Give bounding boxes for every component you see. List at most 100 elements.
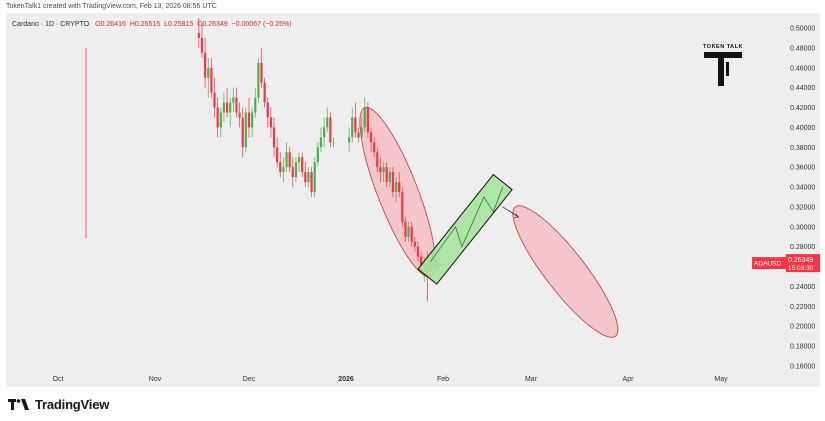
x-tick-label: May: [714, 376, 728, 383]
candle-body: [369, 132, 373, 143]
y-tick-label: 0.36000: [790, 165, 815, 172]
candle-body: [204, 52, 207, 78]
token-talk-logo: TOKEN TALK: [700, 44, 746, 93]
candle-body: [322, 127, 326, 138]
y-tick-label: 0.16000: [790, 364, 815, 371]
y-tick-label: 0.18000: [790, 344, 815, 351]
candle-body: [260, 62, 263, 83]
candle-body: [326, 117, 329, 128]
close-value: C0.26349: [197, 21, 228, 28]
symbol-legend[interactable]: Cardano · 1D · CRYPTO O0.26416 H0.26515 …: [12, 21, 294, 28]
candle-body: [276, 147, 279, 163]
candle-body: [197, 32, 200, 38]
tradingview-brand: TradingView: [35, 397, 110, 412]
candle-body: [348, 137, 351, 143]
candle-body: [401, 192, 404, 222]
candle-body: [222, 102, 226, 113]
candle-body: [413, 241, 416, 247]
candle-body: [294, 162, 298, 178]
candle-body: [257, 62, 260, 98]
candle-body: [373, 142, 376, 153]
annotation-layer: [359, 106, 619, 338]
price-axis[interactable]: 0.50000 0.48000 0.46000 0.44000 0.42000 0.400…: [752, 26, 820, 371]
x-tick-label: Feb: [437, 376, 449, 383]
candle-body: [269, 117, 273, 128]
x-tick-label: 2026: [338, 376, 354, 383]
bullish-channel-box: [417, 173, 513, 285]
y-tick-label: 0.22000: [790, 304, 815, 311]
y-tick-label: 0.44000: [790, 85, 815, 92]
candle-body: [251, 112, 254, 128]
candle-body: [244, 112, 247, 148]
candle-body: [404, 221, 407, 237]
candle-body: [207, 67, 210, 78]
price-tag: [786, 254, 820, 273]
candle-body: [410, 226, 413, 242]
y-tick-label: 0.50000: [790, 26, 815, 33]
x-tick-label: Mar: [525, 376, 538, 383]
open-value: O0.26416: [95, 21, 126, 28]
candle-body: [247, 112, 251, 128]
candle-body: [407, 226, 410, 237]
candle-body: [279, 162, 282, 173]
bearish-zone-ellipse: [512, 205, 619, 338]
x-tick-label: Oct: [53, 376, 64, 383]
candle-body: [210, 67, 213, 93]
y-tick-label: 0.24000: [790, 284, 815, 291]
candle-body: [366, 107, 370, 133]
y-tick-label: 0.42000: [790, 105, 815, 112]
candle-body: [235, 97, 238, 113]
candle-body: [319, 137, 323, 148]
candle-body: [316, 147, 319, 163]
candle-body: [398, 182, 401, 193]
candle-body: [213, 92, 216, 108]
candle-body: [329, 117, 332, 143]
candle-body: [301, 157, 304, 173]
candles-layer: [197, 18, 445, 302]
symbol-name[interactable]: Cardano · 1D · CRYPTO: [12, 21, 90, 28]
projection-arrow: [502, 206, 519, 218]
low-value: L0.25815: [164, 21, 194, 28]
candle-body: [297, 157, 301, 163]
tradingview-footer[interactable]: TradingView: [8, 397, 109, 412]
countdown-label: 15:03:30: [788, 265, 814, 272]
candle-body: [332, 142, 335, 144]
candle-body: [304, 172, 307, 183]
candle-body: [288, 152, 291, 168]
candle-body: [291, 167, 294, 178]
y-tick-label: 0.30000: [790, 224, 815, 231]
current-price-label: 0.26349: [788, 257, 813, 264]
candle-body: [225, 102, 229, 113]
y-tick-label: 0.20000: [790, 324, 815, 331]
logo-text: TOKEN TALK: [703, 44, 743, 50]
chart-attribution: TokenTalk1 created with TradingView.com,…: [6, 3, 217, 10]
candle-body: [419, 256, 423, 267]
high-value: H0.26515: [129, 21, 161, 28]
y-tick-label: 0.38000: [790, 145, 815, 152]
y-tick-label: 0.28000: [790, 244, 815, 251]
candle-body: [200, 37, 204, 53]
candle-body: [376, 152, 379, 168]
candle-body: [229, 102, 232, 113]
candle-body: [363, 107, 366, 128]
candle-body: [385, 167, 388, 183]
y-tick-label: 0.40000: [790, 125, 815, 132]
logo-t-icon: [704, 52, 742, 86]
candle-body: [238, 112, 241, 118]
candle-body: [416, 246, 420, 257]
x-tick-label: Dec: [243, 376, 256, 383]
y-tick-label: 0.48000: [790, 45, 815, 52]
candle-body: [357, 132, 360, 138]
change-value: −0.00067 (−0.25%): [231, 21, 292, 28]
y-tick-label: 0.34000: [790, 185, 815, 192]
time-axis[interactable]: Oct Nov Dec 2026 Feb Mar Apr May: [53, 376, 729, 383]
y-tick-label: 0.32000: [790, 204, 815, 211]
candle-body: [388, 172, 391, 183]
candle-body: [310, 172, 313, 193]
candle-body: [219, 112, 222, 128]
candle-body: [354, 117, 357, 133]
candle-body: [351, 117, 354, 138]
ticker-tag: [752, 257, 786, 270]
candle-body: [394, 182, 398, 193]
